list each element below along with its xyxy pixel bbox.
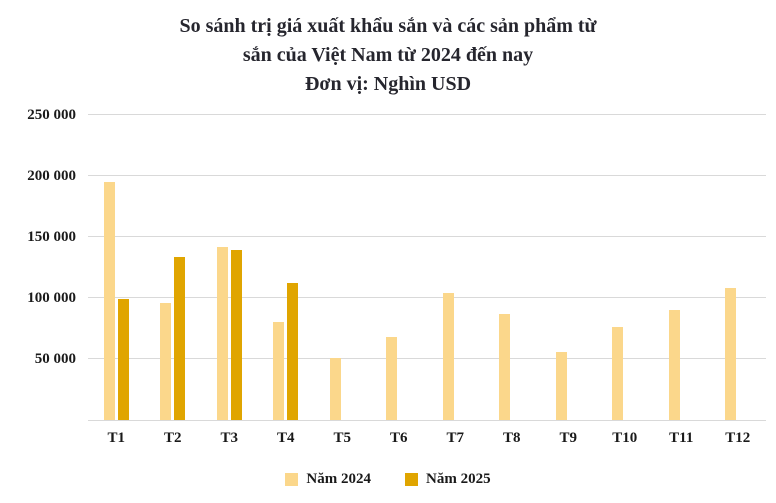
bar-năm-2024-T8 (499, 313, 511, 420)
bar-năm-2024-T9 (555, 351, 567, 420)
bar-năm-2025-T3 (230, 250, 242, 420)
gridline-200000 (88, 175, 766, 176)
bar-năm-2024-T4 (273, 322, 285, 420)
x-tick-label-T12: T12 (725, 430, 751, 446)
x-tick-label-T2: T2 (163, 430, 182, 446)
bar-group-T6 (371, 115, 428, 420)
x-tick-label-T6: T6 (389, 430, 408, 446)
bar-năm-2024-T7 (442, 293, 454, 420)
plot-area (88, 114, 767, 421)
gridline-100000 (88, 297, 766, 298)
bar-năm-2025-T4 (287, 283, 299, 420)
chart-title-line-1: So sánh trị giá xuất khẩu sắn và các sản… (179, 15, 597, 37)
gridline-50000 (88, 358, 766, 359)
chart-title-unit: Đơn vị: Nghìn USD (304, 73, 472, 95)
y-axis: 250 000 200 000 150 000 100 000 50 000 (0, 107, 88, 420)
y-tick-label: 250 000 (27, 107, 76, 123)
bar-group-T2 (145, 115, 202, 420)
x-tick-label-T3: T3 (220, 430, 238, 446)
x-tick-label-T4: T4 (276, 430, 295, 446)
legend-swatch (285, 473, 299, 486)
bar-group-T8 (484, 115, 541, 420)
bar-năm-2024-T3 (216, 246, 228, 420)
gridline-250000 (88, 114, 766, 115)
chart-title: So sánh trị giá xuất khẩu sắn và các sản… (30, 12, 746, 99)
x-tick-label-T1: T1 (107, 430, 125, 446)
bar-group-T7 (427, 115, 484, 420)
bar-group-T4 (258, 115, 315, 420)
bar-group-T1 (88, 115, 145, 420)
bar-năm-2025-T2 (174, 256, 186, 420)
x-tick-label-T11: T11 (669, 430, 694, 446)
chart-body: 250 000 200 000 150 000 100 000 50 000 T1 T2 T… (0, 107, 776, 447)
bar-năm-2024-T12 (725, 288, 737, 420)
y-tick-label: 150 000 (27, 229, 76, 245)
x-tick-label-T5: T5 (333, 430, 351, 446)
y-tick-label: 200 000 (27, 168, 76, 184)
legend: Năm 2024 Năm 2025 (0, 471, 776, 488)
x-tick-label-T10: T10 (612, 430, 638, 446)
bar-năm-2024-T10 (612, 327, 624, 420)
bar-năm-2024-T6 (386, 337, 398, 420)
x-tick-label-T8: T8 (502, 430, 521, 446)
y-tick-label: 50 000 (34, 351, 76, 367)
legend-item-năm-2024: Năm 2024 (285, 471, 371, 488)
y-tick-label: 100 000 (27, 290, 76, 306)
x-tick-label-T7: T7 (446, 430, 464, 446)
bar-năm-2024-T5 (329, 357, 341, 420)
gridline-150000 (88, 236, 766, 237)
bar-group-T9 (540, 115, 597, 420)
bar-năm-2024-T1 (103, 182, 115, 420)
bar-group-T5 (314, 115, 371, 420)
bar-năm-2024-T2 (160, 302, 172, 420)
legend-label: Năm 2025 (426, 471, 491, 487)
plot-wrap: T1 T2 T3 T4 T5 T6 T7 T8 T9 T10 T11 T12 (88, 114, 767, 447)
bar-năm-2024-T11 (668, 310, 680, 420)
bar-group-T12 (710, 115, 767, 420)
bar-group-T11 (653, 115, 710, 420)
bar-group-T3 (201, 115, 258, 420)
legend-label: Năm 2024 (306, 471, 371, 487)
bar-năm-2025-T1 (117, 299, 129, 420)
bar-group-T10 (597, 115, 654, 420)
x-tick-label-T9: T9 (559, 430, 577, 446)
legend-item-năm-2025: Năm 2025 (405, 471, 491, 488)
legend-swatch (405, 473, 418, 486)
x-axis: T1 T2 T3 T4 T5 T6 T7 T8 T9 T10 T11 T12 (88, 430, 766, 447)
chart-title-line-2: sắn của Việt Nam từ 2024 đến nay (242, 44, 534, 66)
